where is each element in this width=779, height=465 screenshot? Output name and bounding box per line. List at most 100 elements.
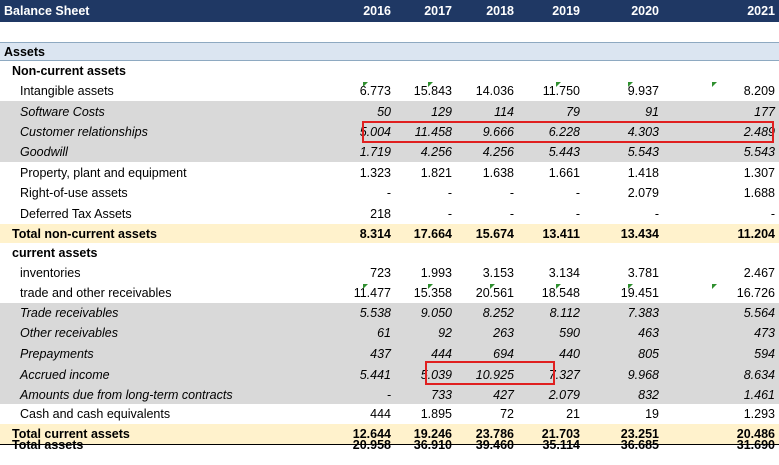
value-cell-2016[interactable]: 61 bbox=[377, 326, 391, 340]
value-cell-2016[interactable]: 1.323 bbox=[359, 165, 391, 180]
row-label[interactable]: Total current assets bbox=[12, 427, 130, 441]
value-cell-2016[interactable]: 437 bbox=[370, 346, 391, 361]
value-cell-2018[interactable]: 9.666 bbox=[482, 125, 514, 139]
value-cell-2020[interactable]: - bbox=[654, 206, 659, 221]
value-cell-2017[interactable]: 15.358 bbox=[413, 286, 452, 300]
value-cell-2016[interactable]: 723 bbox=[370, 266, 391, 280]
value-cell-2019[interactable]: 21 bbox=[566, 407, 580, 421]
value-cell-2016[interactable]: 12.644 bbox=[352, 427, 391, 441]
value-cell-2018[interactable]: 20.561 bbox=[475, 286, 514, 300]
row-label[interactable]: Non-current assets bbox=[12, 64, 126, 78]
value-cell-2019[interactable] bbox=[548, 43, 580, 60]
value-cell-2021[interactable]: 594 bbox=[754, 346, 775, 361]
value-cell-2019[interactable]: 2.079 bbox=[548, 387, 580, 402]
value-cell-2017[interactable]: 17.664 bbox=[413, 226, 452, 241]
value-cell-2021[interactable]: 8.209 bbox=[743, 84, 775, 98]
value-cell-2021[interactable]: 177 bbox=[754, 104, 775, 119]
row-label[interactable]: Property, plant and equipment bbox=[20, 165, 187, 180]
value-cell-2016[interactable]: 11.477 bbox=[353, 286, 391, 300]
value-cell-2017[interactable]: - bbox=[447, 206, 452, 221]
value-cell-2017[interactable]: 92 bbox=[438, 326, 452, 340]
value-cell-2021[interactable]: 1.307 bbox=[743, 165, 775, 180]
value-cell-2018[interactable]: 23.786 bbox=[475, 427, 514, 441]
row-label[interactable]: Software Costs bbox=[20, 104, 105, 119]
value-cell-2021[interactable]: - bbox=[770, 206, 775, 221]
row-label[interactable]: current assets bbox=[12, 246, 98, 260]
row-label[interactable]: Cash and cash equivalents bbox=[20, 407, 171, 421]
year-header-2020[interactable]: 2020 bbox=[631, 4, 659, 18]
row-label[interactable]: Trade receivables bbox=[20, 306, 119, 320]
value-cell-2019[interactable]: 3.134 bbox=[548, 266, 580, 280]
value-cell-2021[interactable]: 473 bbox=[754, 326, 775, 340]
value-cell-2020[interactable] bbox=[620, 243, 659, 263]
row-label[interactable]: Right-of-use assets bbox=[20, 186, 128, 200]
value-cell-2019[interactable] bbox=[548, 243, 580, 263]
value-cell-2020[interactable] bbox=[620, 43, 659, 60]
value-cell-2020[interactable]: 805 bbox=[638, 346, 659, 361]
value-cell-2017[interactable] bbox=[420, 43, 452, 60]
row-label[interactable]: Deferred Tax Assets bbox=[20, 206, 132, 221]
value-cell-2016[interactable]: 8.314 bbox=[359, 226, 391, 241]
value-cell-2020[interactable]: 7.383 bbox=[627, 306, 659, 320]
value-cell-2021[interactable]: 1.461 bbox=[743, 387, 775, 402]
value-cell-2020[interactable] bbox=[620, 61, 659, 81]
value-cell-2021[interactable]: 1.688 bbox=[743, 186, 775, 200]
value-cell-2018[interactable] bbox=[482, 43, 514, 60]
value-cell-2020[interactable]: 832 bbox=[638, 387, 659, 402]
value-cell-2018[interactable]: 694 bbox=[493, 346, 514, 361]
value-cell-2020[interactable]: 1.418 bbox=[627, 165, 659, 180]
value-cell-2017[interactable] bbox=[420, 61, 452, 81]
value-cell-2019[interactable]: 11.750 bbox=[542, 84, 580, 98]
value-cell-2016[interactable]: - bbox=[386, 387, 391, 402]
value-cell-2017[interactable]: 444 bbox=[431, 346, 452, 361]
value-cell-2021[interactable]: 5.543 bbox=[743, 145, 775, 159]
value-cell-2020[interactable]: 4.303 bbox=[627, 125, 659, 139]
value-cell-2019[interactable] bbox=[548, 61, 580, 81]
row-label[interactable]: trade and other receivables bbox=[20, 286, 172, 300]
value-cell-2021[interactable]: 1.293 bbox=[743, 407, 775, 421]
value-cell-2020[interactable]: 91 bbox=[645, 104, 659, 119]
value-cell-2020[interactable]: 463 bbox=[638, 326, 659, 340]
value-cell-2017[interactable]: 733 bbox=[431, 387, 452, 402]
value-cell-2020[interactable]: 23.251 bbox=[620, 427, 659, 441]
value-cell-2019[interactable]: - bbox=[575, 206, 580, 221]
value-cell-2020[interactable]: 13.434 bbox=[620, 226, 659, 241]
value-cell-2020[interactable]: 2.079 bbox=[627, 186, 659, 200]
sheet-title[interactable]: Balance Sheet bbox=[4, 4, 90, 18]
value-cell-2021[interactable]: 2.467 bbox=[743, 266, 775, 280]
value-cell-2016[interactable]: 5.441 bbox=[359, 367, 391, 382]
value-cell-2017[interactable] bbox=[420, 243, 452, 263]
year-header-2019[interactable]: 2019 bbox=[552, 4, 580, 18]
value-cell-2017[interactable]: 11.458 bbox=[414, 125, 452, 139]
value-cell-2020[interactable]: 5.543 bbox=[627, 145, 659, 159]
value-cell-2016[interactable] bbox=[355, 43, 391, 60]
year-header-2021[interactable]: 2021 bbox=[747, 4, 775, 18]
year-header-2016[interactable]: 2016 bbox=[363, 4, 391, 18]
value-cell-2017[interactable]: 15.843 bbox=[413, 84, 452, 98]
value-cell-2019[interactable]: 7.327 bbox=[548, 367, 580, 382]
value-cell-2017[interactable]: 1.895 bbox=[420, 407, 452, 421]
value-cell-2016[interactable] bbox=[355, 243, 391, 263]
row-label[interactable]: inventories bbox=[20, 266, 81, 280]
value-cell-2018[interactable]: 427 bbox=[493, 387, 514, 402]
value-cell-2018[interactable]: - bbox=[509, 186, 514, 200]
value-cell-2016[interactable]: - bbox=[386, 186, 391, 200]
value-cell-2021[interactable]: 16.726 bbox=[736, 286, 775, 300]
value-cell-2016[interactable]: 1.719 bbox=[359, 145, 391, 159]
row-label[interactable]: Accrued income bbox=[20, 367, 110, 382]
value-cell-2019[interactable]: 440 bbox=[559, 346, 580, 361]
value-cell-2019[interactable]: 6.228 bbox=[548, 125, 580, 139]
value-cell-2021[interactable]: 5.564 bbox=[743, 306, 775, 320]
value-cell-2021[interactable]: 2.489 bbox=[743, 125, 775, 139]
value-cell-2018[interactable] bbox=[482, 243, 514, 263]
value-cell-2021[interactable]: 11.204 bbox=[737, 226, 775, 241]
value-cell-2018[interactable] bbox=[482, 61, 514, 81]
value-cell-2019[interactable]: 21.703 bbox=[541, 427, 580, 441]
value-cell-2018[interactable]: 114 bbox=[494, 104, 514, 119]
value-cell-2016[interactable]: 5.004 bbox=[359, 125, 391, 139]
value-cell-2017[interactable]: 19.246 bbox=[413, 427, 452, 441]
value-cell-2018[interactable]: - bbox=[509, 206, 514, 221]
value-cell-2017[interactable]: 1.821 bbox=[420, 165, 452, 180]
value-cell-2021[interactable]: 8.634 bbox=[743, 367, 775, 382]
value-cell-2018[interactable]: 14.036 bbox=[475, 84, 514, 98]
